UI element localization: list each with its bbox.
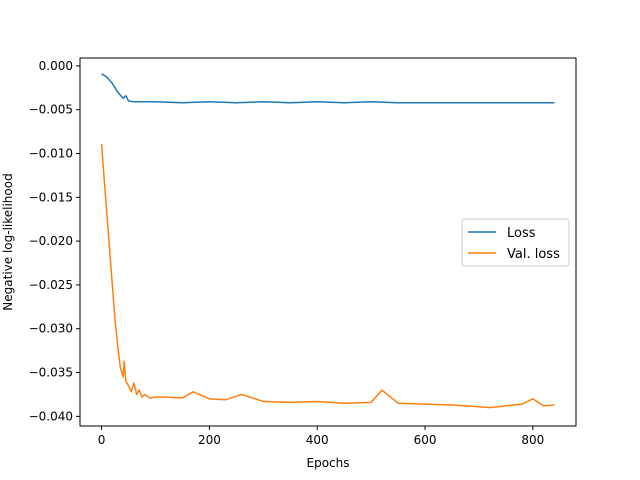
legend-entry: Val. loss xyxy=(507,247,560,262)
legend: Loss Val. loss xyxy=(461,218,570,267)
x-tick-label: 800 xyxy=(521,433,544,447)
legend-entry: Loss xyxy=(507,226,536,241)
x-axis-label: Epochs xyxy=(307,456,350,470)
y-tick-label: −0.040 xyxy=(29,409,73,423)
y-tick-label: −0.010 xyxy=(29,147,73,161)
x-tick-label: 0 xyxy=(98,433,106,447)
series-layer xyxy=(100,73,555,409)
x-tick-label: 400 xyxy=(306,433,329,447)
y-tick-label: −0.030 xyxy=(29,322,73,336)
x-tick-label: 200 xyxy=(198,433,221,447)
series-line-0 xyxy=(101,73,555,104)
y-tick-label: −0.015 xyxy=(29,190,73,204)
plot-frame xyxy=(79,57,577,427)
y-axis-label: Negative log-likelihood xyxy=(1,173,15,310)
y-tick-label: 0.000 xyxy=(39,59,73,73)
x-tick-label: 600 xyxy=(414,433,437,447)
legend-box xyxy=(461,218,570,267)
series-line-1 xyxy=(100,143,555,409)
ticks-layer: 0 200 400 600 800 0.000 −0.005 −0.010 −0.015 −0.0… xyxy=(29,59,545,447)
y-tick-label: −0.025 xyxy=(29,278,73,292)
y-tick-label: −0.020 xyxy=(29,234,73,248)
y-tick-label: −0.035 xyxy=(29,366,73,380)
y-tick-label: −0.005 xyxy=(29,103,73,117)
